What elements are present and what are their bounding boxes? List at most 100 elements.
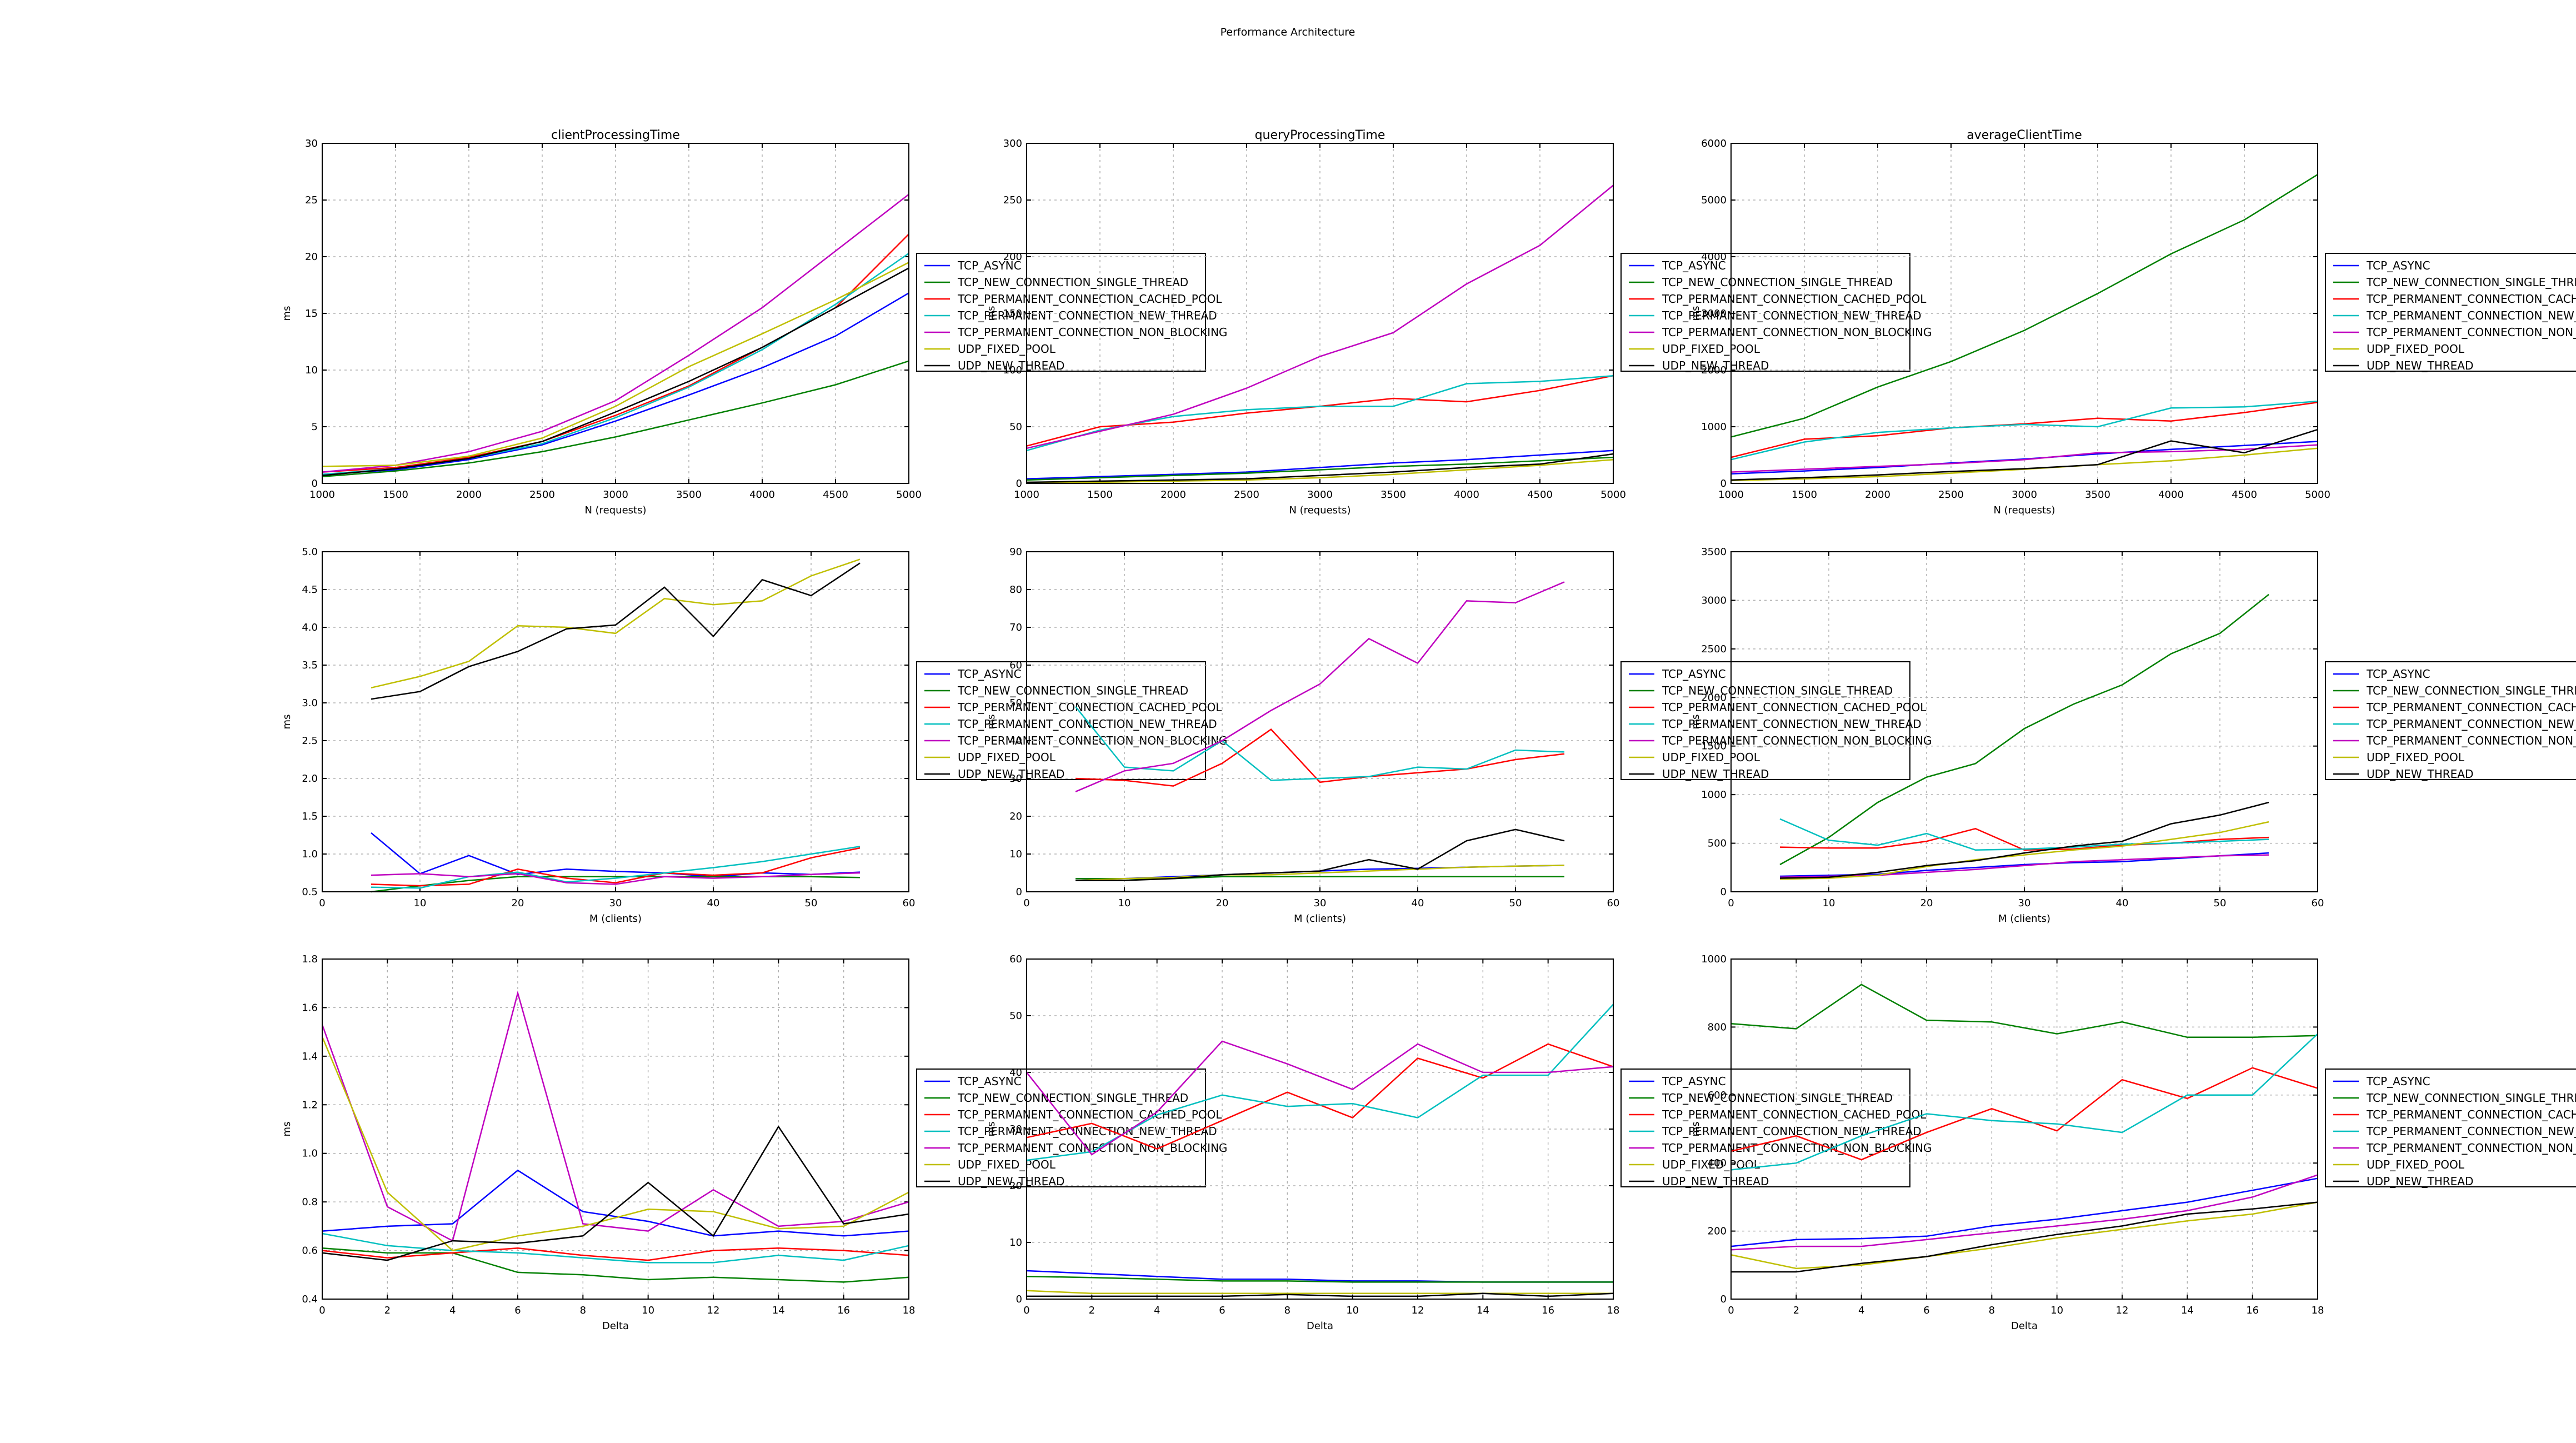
series-line-udp-fixed-pool — [1027, 458, 1614, 483]
legend-label: TCP_PERMANENT_CONNECTION_CACHED_POOL — [957, 1108, 1222, 1121]
legend-label: TCP_PERMANENT_CONNECTION_CACHED_POOL — [1662, 701, 1927, 714]
legend-label: UDP_FIXED_POOL — [958, 751, 1056, 764]
series-line-udp-new-thread — [322, 1125, 909, 1261]
x-tick-label: 5000 — [2305, 489, 2330, 501]
legend-frame — [2325, 253, 2576, 372]
legend-label: TCP_NEW_CONNECTION_SINGLE_THREAD — [957, 1091, 1188, 1105]
y-axis-label: ms — [986, 715, 997, 730]
y-tick-label: 3.0 — [302, 697, 318, 709]
y-axis-label: ms — [986, 1122, 997, 1137]
x-tick-label: 14 — [2181, 1305, 2194, 1316]
legend-label: TCP_NEW_CONNECTION_SINGLE_THREAD — [1662, 276, 1893, 289]
chart-panel-2: 1000 1500 2000 2500 3000 3500 4000 4500 50000501… — [986, 128, 1932, 516]
y-tick-label: 0.6 — [302, 1245, 318, 1257]
legend-label: TCP_NEW_CONNECTION_SINGLE_THREAD — [2366, 276, 2576, 289]
y-tick-label: 10 — [305, 365, 318, 376]
legend-label: TCP_ASYNC — [2366, 1075, 2430, 1088]
series-line-tcp-permanent-connection-non-blocking — [1026, 184, 1614, 450]
legend-label: TCP_NEW_CONNECTION_SINGLE_THREAD — [2366, 1091, 2576, 1105]
legend-label: UDP_FIXED_POOL — [958, 1158, 1056, 1171]
legend-label: TCP_PERMANENT_CONNECTION_NON_BLOCKING — [1662, 1141, 1932, 1155]
legend-label: TCP_PERMANENT_CONNECTION_NON_BLOCKING — [957, 734, 1227, 747]
x-tick-label: 20 — [1920, 897, 1933, 909]
plot-area — [322, 143, 909, 484]
legend-label: TCP_PERMANENT_CONNECTION_CACHED_POOL — [2366, 701, 2576, 714]
x-tick-label: 50 — [805, 897, 818, 909]
series-line-tcp-async — [322, 1169, 909, 1237]
legend: TCP_ASYNC TCP_NEW_CONNECTION_SINGLE_THREA… — [1620, 253, 1932, 372]
legend-frame — [1620, 253, 1910, 372]
y-tick-label: 1.0 — [302, 1148, 318, 1160]
legend-label: TCP_ASYNC — [957, 667, 1022, 681]
y-tick-label: 5000 — [1701, 194, 1727, 206]
y-tick-label: 150 — [1003, 308, 1022, 319]
legend-label: UDP_NEW_THREAD — [2367, 359, 2473, 372]
y-tick-label: 1.6 — [302, 1002, 318, 1013]
x-tick-label: 0 — [1023, 897, 1029, 909]
x-tick-label: 10 — [1823, 897, 1835, 909]
series-line-tcp-async — [1026, 450, 1614, 480]
y-axis-label: ms — [281, 715, 293, 730]
x-tick-label: 1000 — [309, 489, 335, 501]
legend-label: TCP_NEW_CONNECTION_SINGLE_THREAD — [1662, 684, 1893, 697]
x-axis-label: M (clients) — [589, 913, 642, 925]
legend-label: UDP_FIXED_POOL — [2367, 751, 2465, 764]
series-line-tcp-new-connection-single-thread — [371, 876, 861, 893]
y-tick-label: 0 — [1720, 886, 1727, 898]
y-tick-label: 2.5 — [302, 735, 318, 747]
y-tick-label: 0.4 — [302, 1294, 318, 1305]
y-tick-label: 0 — [1720, 1294, 1727, 1305]
x-tick-label: 1500 — [1087, 489, 1113, 501]
legend-label: TCP_PERMANENT_CONNECTION_NON_BLOCKING — [2366, 734, 2576, 747]
x-tick-label: 16 — [837, 1305, 850, 1316]
y-tick-label: 70 — [1009, 622, 1022, 633]
legend-frame — [916, 253, 1206, 372]
x-tick-label: 12 — [1412, 1305, 1424, 1316]
series-line-udp-fixed-pool — [1026, 1290, 1613, 1295]
legend-label: TCP_NEW_CONNECTION_SINGLE_THREAD — [1662, 1091, 1893, 1105]
plot-area — [322, 958, 909, 1300]
y-tick-label: 5 — [312, 421, 318, 433]
y-tick-label: 1500 — [1701, 741, 1727, 752]
y-tick-label: 2.0 — [302, 773, 318, 785]
x-tick-label: 6 — [1923, 1305, 1929, 1316]
y-tick-label: 90 — [1009, 546, 1022, 558]
legend-label: TCP_PERMANENT_CONNECTION_NEW_THREAD — [957, 1125, 1217, 1138]
y-tick-label: 20 — [305, 251, 318, 263]
x-axis-label: M (clients) — [1998, 913, 2050, 925]
y-tick-label: 2500 — [1701, 643, 1727, 655]
legend-label: UDP_FIXED_POOL — [2367, 1158, 2465, 1171]
series-line-udp-new-thread — [1731, 1201, 2318, 1273]
x-axis-label: N (requests) — [584, 505, 646, 516]
y-tick-label: 400 — [1708, 1157, 1727, 1169]
x-tick-label: 60 — [2312, 897, 2324, 909]
y-tick-label: 3000 — [1701, 595, 1727, 606]
x-tick-label: 3000 — [2012, 489, 2037, 501]
series-line-tcp-permanent-connection-cached-pool — [371, 847, 861, 887]
y-tick-label: 30 — [1009, 1124, 1022, 1135]
x-tick-label: 0 — [1728, 1305, 1734, 1316]
legend-label: TCP_PERMANENT_CONNECTION_NON_BLOCKING — [1662, 734, 1932, 747]
y-tick-label: 1000 — [1701, 953, 1727, 965]
series-line-udp-fixed-pool — [322, 262, 909, 467]
series-line-tcp-permanent-connection-non-blocking — [1075, 581, 1565, 792]
series-line-tcp-permanent-connection-cached-pool — [1730, 1067, 2318, 1161]
series-line-udp-new-thread — [371, 562, 861, 700]
x-tick-label: 2500 — [1938, 489, 1964, 501]
legend-label: UDP_NEW_THREAD — [2367, 767, 2473, 781]
legend-label: TCP_NEW_CONNECTION_SINGLE_THREAD — [2366, 684, 2576, 697]
x-tick-label: 1500 — [383, 489, 408, 501]
y-tick-label: 3500 — [1701, 546, 1727, 558]
series-line-tcp-permanent-connection-new-thread — [1075, 706, 1565, 781]
legend-label: TCP_ASYNC — [1662, 1075, 1726, 1088]
legend-label: TCP_ASYNC — [2366, 259, 2430, 272]
plot-area — [1026, 551, 1614, 892]
x-tick-label: 40 — [1412, 897, 1424, 909]
x-tick-label: 1000 — [1718, 489, 1744, 501]
series-line-udp-fixed-pool — [1075, 865, 1565, 881]
legend: TCP_ASYNC TCP_NEW_CONNECTION_SINGLE_THREA… — [916, 253, 1227, 372]
chart-panel-5: 0 10 20 30 40 50 60 0 10 20 30 40 50 60 70 80 90 M (clien… — [986, 546, 1932, 925]
series-line-tcp-permanent-connection-cached-pool — [1075, 728, 1565, 787]
x-tick-label: 20 — [512, 897, 524, 909]
chart-panel-1: 1000 1500 2000 2500 3000 3500 4000 4500 50000510… — [281, 128, 1227, 516]
